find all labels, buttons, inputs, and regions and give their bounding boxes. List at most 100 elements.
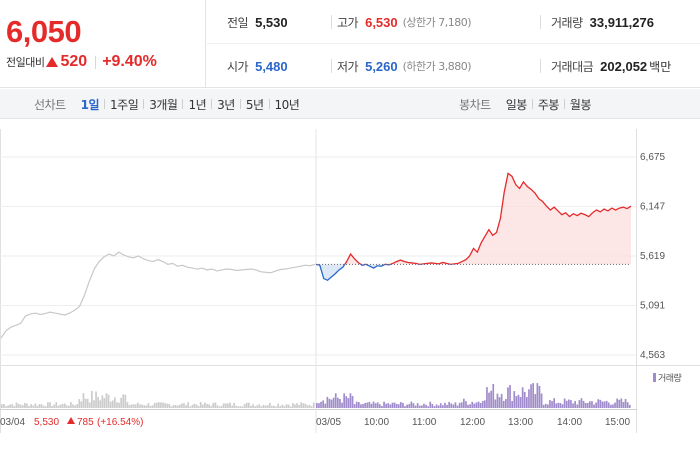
- up-triangle-icon: [46, 57, 59, 67]
- volume-bar: [376, 402, 379, 408]
- volume-bar: [176, 405, 179, 408]
- volume-bar: [456, 405, 459, 408]
- volume-bar: [273, 405, 275, 408]
- volume-bar: [387, 403, 390, 408]
- volume-bar: [47, 402, 49, 408]
- volume-bar: [536, 383, 539, 408]
- volume-bar: [95, 391, 97, 408]
- volume-bar: [191, 404, 194, 408]
- volume-bar: [507, 387, 509, 408]
- volume-bar: [492, 384, 495, 408]
- price-chart[interactable]: 6,675 6,147 5,619 5,091 4,563 거래량 03/04 …: [0, 120, 700, 450]
- volume-bar: [568, 399, 570, 408]
- volume-bar: [32, 405, 35, 408]
- volume-bar: [306, 405, 309, 408]
- period-tab-3y[interactable]: 3년: [217, 97, 235, 112]
- volume-bar: [584, 402, 587, 408]
- candle-chart-periods: 봉차트 일봉 주봉 월봉: [459, 89, 596, 119]
- volume-bar: [332, 397, 335, 408]
- volume-bar: [400, 402, 402, 408]
- divider: [540, 59, 541, 73]
- volume-bar: [178, 404, 181, 408]
- volume-bar: [67, 405, 70, 408]
- period-tab-1d[interactable]: 1일: [80, 97, 100, 112]
- volume-bar: [158, 402, 160, 408]
- volume-bar: [162, 402, 164, 408]
- volume-bar: [61, 404, 64, 408]
- volume-bar: [208, 404, 210, 408]
- volume-bar: [222, 403, 225, 408]
- volume-bar: [201, 404, 204, 408]
- volume-bar: [362, 403, 364, 408]
- volume-bar: [404, 406, 406, 408]
- period-tab-1y[interactable]: 1년: [188, 97, 207, 112]
- volume-bar: [174, 404, 177, 408]
- prev-day-close: 5,530: [34, 417, 59, 428]
- volume-bar: [347, 398, 350, 408]
- lower-limit: (하한가 3,880): [402, 60, 472, 73]
- divider: [563, 99, 565, 109]
- volume-bar: [385, 403, 387, 408]
- volume-bar: [389, 404, 392, 408]
- volume-bar: [139, 404, 141, 408]
- volume-bar: [252, 404, 254, 408]
- volume-bar: [294, 404, 296, 408]
- volume-bar: [166, 403, 169, 408]
- volume-bar: [612, 404, 614, 408]
- period-tab-1w[interactable]: 1주일: [110, 97, 139, 112]
- volume-bar: [38, 403, 41, 408]
- candle-tab-monthly[interactable]: 월봉: [569, 97, 592, 112]
- volume-bar: [473, 403, 476, 408]
- volume-bar: [513, 391, 516, 408]
- volume-bar: [622, 402, 625, 408]
- stats-row-2: 시가 5,480 저가 5,260 (하한가 3,880) 거래대금 202,0…: [207, 44, 700, 88]
- volume-bar: [421, 405, 423, 408]
- volume-bar: [439, 403, 442, 408]
- y-tick-label: 6,675: [640, 152, 665, 163]
- period-tab-3m[interactable]: 3개월: [149, 97, 178, 112]
- divider: [331, 59, 332, 73]
- period-tab-10y[interactable]: 10년: [274, 97, 300, 112]
- stat-label: 거래대금: [551, 59, 594, 74]
- series-area-up: [344, 173, 631, 265]
- divider: [268, 99, 270, 109]
- volume-bar: [101, 395, 104, 408]
- period-tab-5y[interactable]: 5년: [245, 97, 264, 112]
- stat-label: 저가: [337, 59, 359, 74]
- volume-bar: [187, 402, 189, 408]
- volume-bar: [355, 401, 358, 408]
- volume-bar: [55, 402, 58, 408]
- volume-bar: [181, 403, 183, 408]
- volume-bar: [308, 404, 311, 408]
- volume-bar: [620, 398, 623, 408]
- stat-high: 고가 6,530 (상한가 7,180): [337, 0, 472, 44]
- up-triangle-icon: [67, 417, 75, 424]
- volume-bar: [416, 403, 419, 408]
- volume-bar: [381, 406, 383, 408]
- today-series-line-down: [315, 264, 456, 282]
- volume-bar: [168, 404, 171, 408]
- candle-tab-weekly[interactable]: 주봉: [537, 97, 560, 112]
- y-tick-label: 5,091: [640, 301, 665, 312]
- volume-bar: [515, 396, 518, 408]
- volume-bar: [103, 398, 106, 408]
- stat-label: 거래량: [551, 15, 583, 30]
- volume-bar: [229, 402, 231, 408]
- volume-bar: [475, 402, 478, 408]
- volume-bar: [605, 400, 608, 408]
- volume-bar: [107, 394, 110, 408]
- candle-tab-daily[interactable]: 일봉: [505, 97, 528, 112]
- volume-bar: [528, 389, 530, 408]
- volume-bar: [316, 403, 318, 408]
- volume-bar: [500, 393, 503, 408]
- stat-label: 고가: [337, 15, 359, 30]
- volume-bar: [549, 400, 551, 408]
- volume-bar: [330, 399, 333, 408]
- volume-bar: [498, 397, 501, 408]
- volume-bar: [88, 402, 91, 408]
- volume-bar: [264, 405, 267, 408]
- volume-bar: [412, 403, 415, 408]
- x-tick-label: 13:00: [508, 417, 533, 428]
- volume-bar: [442, 405, 444, 408]
- volume-bar: [218, 406, 221, 408]
